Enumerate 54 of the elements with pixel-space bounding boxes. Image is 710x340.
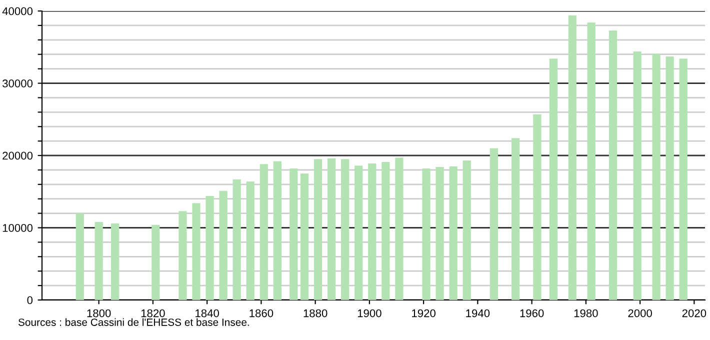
x-tick-label: 1880 <box>304 309 328 318</box>
bar <box>422 168 430 300</box>
bar <box>206 196 214 300</box>
bar <box>178 211 187 300</box>
bar <box>512 138 520 300</box>
bar <box>679 58 688 300</box>
y-tick-label: 0 <box>27 296 33 304</box>
y-tick-label: 40000 <box>2 7 33 16</box>
bar <box>587 22 596 300</box>
y-tick-label: 10000 <box>2 224 33 232</box>
bar <box>568 15 576 300</box>
x-tick-label: 1800 <box>87 309 111 318</box>
x-tick-label: 1860 <box>250 309 274 318</box>
bar <box>232 179 241 300</box>
x-tick-label: 1980 <box>574 309 598 318</box>
bar <box>341 159 350 300</box>
bar <box>368 163 376 300</box>
bar <box>533 114 542 300</box>
bar <box>462 160 471 300</box>
source-note: Sources : base Cassini de l'EHESS et base Insee. <box>18 318 249 326</box>
bar <box>260 164 268 300</box>
x-tick-label: 1820 <box>141 309 165 318</box>
x-tick-label: 1940 <box>466 309 490 318</box>
bar <box>395 158 404 300</box>
bar <box>436 167 444 300</box>
bar <box>192 203 200 300</box>
bar <box>290 168 298 300</box>
bar <box>490 148 498 300</box>
bar <box>152 224 160 300</box>
x-tick-label: 1840 <box>196 309 219 318</box>
bar <box>246 182 254 300</box>
y-tick-label: 20000 <box>2 152 33 160</box>
bar <box>633 51 642 300</box>
bar <box>549 58 558 300</box>
y-tick-label: 30000 <box>2 80 33 88</box>
bar <box>111 223 120 300</box>
bar <box>314 159 322 300</box>
x-tick-label: 2000 <box>628 309 652 318</box>
x-tick-label: 1960 <box>520 309 544 318</box>
bar <box>327 158 336 300</box>
bar <box>76 213 84 300</box>
bar <box>354 166 363 300</box>
bar <box>300 174 309 300</box>
x-tick-label: 1920 <box>412 309 436 318</box>
bar <box>273 161 282 300</box>
bar <box>608 30 618 300</box>
bar <box>652 54 660 300</box>
bar <box>94 222 103 300</box>
x-tick-label: 2020 <box>682 309 706 318</box>
x-tick-label: 1900 <box>358 309 382 318</box>
bar <box>666 56 674 300</box>
bar <box>382 162 390 300</box>
bar <box>449 166 458 300</box>
bar <box>219 190 228 300</box>
